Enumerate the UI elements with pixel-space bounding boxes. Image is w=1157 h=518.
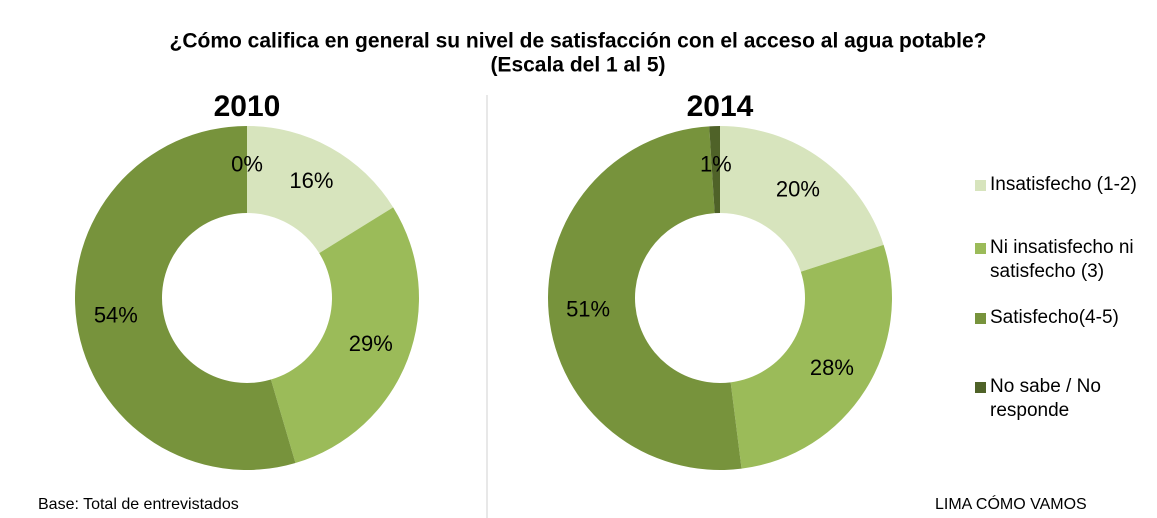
slice bbox=[730, 244, 892, 469]
slice bbox=[247, 126, 394, 254]
legend-label: Insatisfecho (1-2) bbox=[990, 174, 1137, 195]
legend-swatch bbox=[975, 243, 986, 254]
slice bbox=[547, 126, 742, 470]
data-label: 28% bbox=[810, 355, 854, 380]
data-label: 0% bbox=[231, 151, 263, 176]
data-label: 29% bbox=[349, 331, 393, 356]
legend-item: Ni insatisfecho ni satisfecho (3) bbox=[975, 236, 1155, 284]
slice bbox=[720, 126, 884, 272]
source: LIMA CÓMO VAMOS bbox=[935, 494, 1087, 513]
data-label: 54% bbox=[94, 303, 138, 328]
data-label: 1% bbox=[700, 151, 732, 176]
footnote: Base: Total de entrevistados bbox=[38, 496, 239, 513]
data-label: 51% bbox=[566, 296, 610, 321]
pie-title: 2010 bbox=[214, 90, 281, 123]
legend-label: No sabe / No responde bbox=[990, 376, 1101, 421]
legend-swatch bbox=[975, 180, 986, 191]
data-label: 16% bbox=[289, 168, 333, 193]
legend-item: Satisfecho(4-5) bbox=[975, 306, 1155, 330]
legend-item: Insatisfecho (1-2) bbox=[975, 173, 1155, 197]
chart-subtitle: (Escala del 1 al 5) bbox=[490, 54, 665, 77]
slice bbox=[75, 126, 296, 470]
slice bbox=[709, 126, 720, 214]
slice bbox=[270, 207, 419, 464]
legend-swatch bbox=[975, 313, 986, 324]
legend-label: Satisfecho(4-5) bbox=[990, 307, 1119, 328]
legend-swatch bbox=[975, 382, 986, 393]
data-label: 20% bbox=[776, 177, 820, 202]
legend-item: No sabe / No responde bbox=[975, 375, 1155, 423]
pie-title: 2014 bbox=[687, 90, 754, 123]
legend-label: Ni insatisfecho ni satisfecho (3) bbox=[990, 237, 1134, 282]
chart-title: ¿Cómo califica en general su nivel de sa… bbox=[170, 30, 987, 53]
